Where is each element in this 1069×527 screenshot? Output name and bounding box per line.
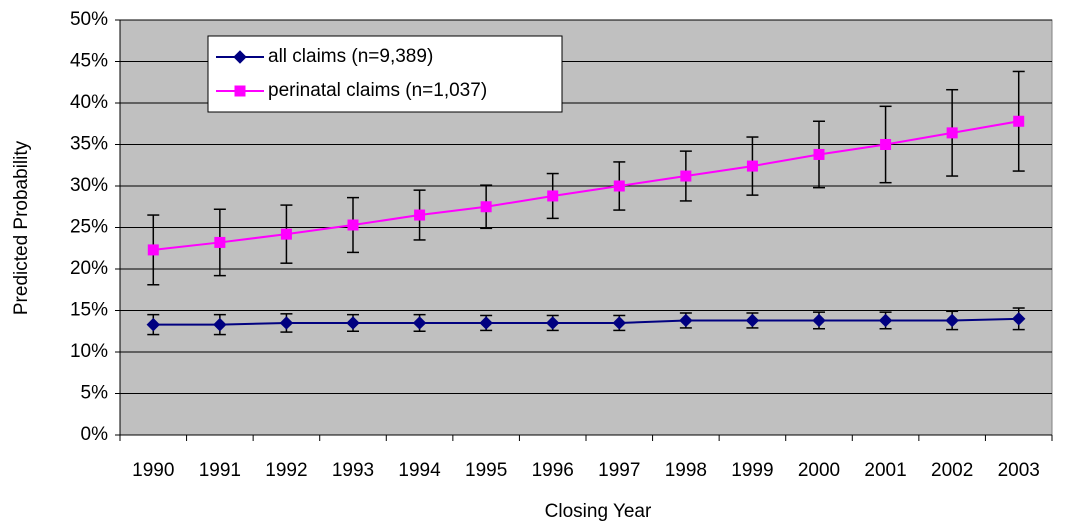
series-line — [153, 317, 1019, 326]
y-tick-label: 50% — [70, 9, 108, 30]
x-tick-label: 1992 — [265, 460, 307, 481]
legend-label: perinatal claims (n=1,037) — [268, 80, 487, 101]
x-tick-label: 1995 — [465, 460, 507, 481]
data-point — [546, 316, 560, 330]
x-axis-label: Closing Year — [545, 501, 652, 522]
x-tick-label: 1993 — [332, 460, 374, 481]
x-tick-label: 2003 — [998, 460, 1040, 481]
x-tick-label: 1997 — [598, 460, 640, 481]
x-tick-label: 2000 — [798, 460, 840, 481]
y-tick-label: 20% — [70, 258, 108, 279]
x-tick-label: 2002 — [931, 460, 973, 481]
data-point — [480, 201, 492, 213]
y-tick-label: 45% — [70, 51, 108, 72]
data-point — [745, 313, 760, 328]
data-point — [479, 316, 493, 330]
series-line — [153, 120, 1019, 251]
data-point — [547, 190, 559, 202]
x-tick-label: 2001 — [864, 460, 906, 481]
data-point — [880, 139, 892, 150]
data-point — [680, 170, 692, 182]
legend-label: all claims (n=9,389) — [268, 46, 433, 67]
data-point — [146, 317, 160, 332]
x-tick-label: 1990 — [132, 460, 174, 481]
y-tick-label: 25% — [70, 217, 108, 238]
data-point — [679, 313, 693, 328]
x-tick-label: 1999 — [731, 460, 773, 481]
legend-box — [207, 35, 563, 113]
data-point — [1013, 115, 1025, 127]
y-tick-label: 35% — [70, 134, 108, 155]
data-point — [613, 180, 625, 192]
data-point — [946, 127, 958, 139]
y-tick-label: 0% — [81, 424, 109, 445]
data-point — [612, 316, 626, 330]
legend-marker — [234, 85, 246, 97]
data-point — [878, 313, 893, 328]
data-point — [280, 228, 292, 240]
x-tick-label: 1998 — [665, 460, 707, 481]
data-point — [414, 209, 426, 221]
x-tick-label: 1996 — [532, 460, 574, 481]
data-point — [412, 316, 427, 330]
data-point — [279, 316, 294, 330]
data-point — [746, 160, 758, 172]
data-point — [945, 313, 959, 328]
y-tick-label: 15% — [70, 300, 108, 321]
x-tick-label: 1991 — [199, 460, 241, 481]
data-point — [1012, 312, 1026, 326]
y-axis-label: Predicted Probability — [11, 140, 32, 315]
data-point — [812, 313, 826, 328]
y-tick-label: 10% — [70, 341, 108, 362]
data-point — [813, 148, 825, 160]
data-point — [213, 317, 227, 332]
y-tick-label: 30% — [70, 175, 108, 196]
y-tick-label: 40% — [70, 92, 108, 113]
data-point — [147, 244, 159, 256]
data-point — [214, 236, 226, 248]
data-point — [346, 316, 360, 330]
x-tick-label: 1994 — [398, 460, 441, 481]
legend-marker — [233, 50, 247, 64]
y-tick-label: 5% — [81, 383, 109, 404]
data-point — [347, 219, 359, 231]
